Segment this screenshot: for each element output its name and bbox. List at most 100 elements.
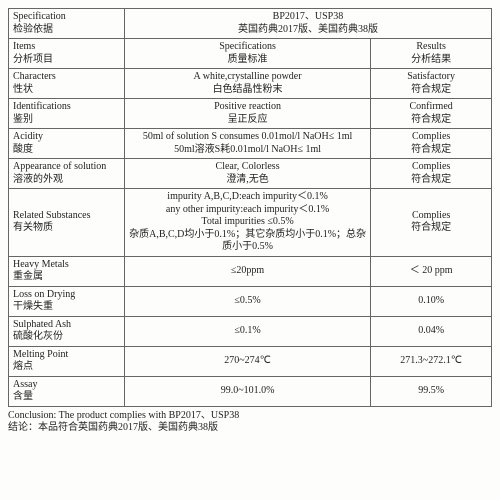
specification-cell: Positive reaction呈正反应 [124, 99, 370, 129]
specification-line: 50ml of solution S consumes 0.01mol/l Na… [129, 131, 366, 144]
specification-line: ≤0.1% [129, 325, 366, 338]
item-label-en: Characters [13, 71, 120, 84]
specification-cell: Specifications质量标准 [124, 39, 370, 69]
table-row: Acidity酸度 50ml of solution S consumes 0.0… [9, 129, 492, 159]
item-label-en: Identifications [13, 101, 120, 114]
specification-line: 杂质A,B,C,D均小于0.1%；其它杂质均小于0.1%；总杂质小于0.5% [129, 229, 366, 254]
result-line: Results [375, 41, 487, 54]
table-row: Loss on Drying干燥失重 ≤0.5% 0.10% [9, 286, 492, 316]
item-label-cell: Items分析项目 [9, 39, 125, 69]
specification-cell: Clear, Colorless澄清,无色 [124, 159, 370, 189]
specification-line: impurity A,B,C,D:each impurity＜0.1% [129, 191, 366, 204]
table-row: Items分析项目Specifications质量标准Results分析结果 [9, 39, 492, 69]
specification-cell: ≤0.5% [124, 286, 370, 316]
specification-cell: 99.0~101.0% [124, 376, 370, 406]
item-label-cell: Characters性状 [9, 69, 125, 99]
specification-cell: 270~274℃ [124, 346, 370, 376]
result-cell: ＜ 20 ppm [371, 256, 492, 286]
item-label-cn: 有关物质 [13, 222, 120, 235]
item-label-en: Melting Point [13, 349, 120, 362]
item-label-cell: Sulphated Ash硫酸化灰份 [9, 316, 125, 346]
table-row: Characters性状A white,crystalline powder白色… [9, 69, 492, 99]
item-label-cn: 硫酸化灰份 [13, 331, 120, 344]
table-row: Sulphated Ash硫酸化灰份 ≤0.1% 0.04% [9, 316, 492, 346]
specification-line: 白色结晶性粉末 [129, 84, 366, 97]
specification-line: BP2017、USP38 [129, 11, 487, 24]
item-label-cell: Melting Point熔点 [9, 346, 125, 376]
item-label-en: Sulphated Ash [13, 319, 120, 332]
specification-line: ≤0.5% [129, 295, 366, 308]
specification-line: A white,crystalline powder [129, 71, 366, 84]
specification-line: 99.0~101.0% [129, 385, 366, 398]
result-cell: Results分析结果 [371, 39, 492, 69]
result-line: Complies [375, 161, 487, 174]
result-line: 符合规定 [375, 174, 487, 187]
specification-line: 澄清,无色 [129, 174, 366, 187]
table-row: Assay含量 99.0~101.0% 99.5% [9, 376, 492, 406]
specification-cell: A white,crystalline powder白色结晶性粉末 [124, 69, 370, 99]
conclusion-cn: 结论：本品符合英国药典2017版、美国药典38版 [8, 422, 492, 435]
result-line: 符合规定 [375, 222, 487, 235]
item-label-cell: Specification检验依据 [9, 9, 125, 39]
item-label-cn: 干燥失重 [13, 301, 120, 314]
item-label-cell: Related Substances有关物质 [9, 189, 125, 257]
specification-line: 质量标准 [129, 54, 366, 67]
specification-line: ≤20ppm [129, 265, 366, 278]
result-cell: Confirmed符合规定 [371, 99, 492, 129]
specification-line: Clear, Colorless [129, 161, 366, 174]
result-line: 99.5% [375, 385, 487, 398]
result-line: Satisfactory [375, 71, 487, 84]
item-label-cn: 鉴别 [13, 114, 120, 127]
specification-cell: ≤20ppm [124, 256, 370, 286]
result-cell: 99.5% [371, 376, 492, 406]
item-label-cn: 酸度 [13, 144, 120, 157]
table-row: Appearance of solution溶液的外观Clear, Colorl… [9, 159, 492, 189]
item-label-cn: 检验依据 [13, 24, 120, 37]
result-line: 符合规定 [375, 114, 487, 127]
item-label-en: Related Substances [13, 210, 120, 223]
item-label-en: Loss on Drying [13, 289, 120, 302]
result-line: 271.3~272.1℃ [375, 355, 487, 368]
item-label-en: Heavy Metals [13, 259, 120, 272]
result-line: Complies [375, 210, 487, 223]
table-row: Related Substances有关物质impurity A,B,C,D:e… [9, 189, 492, 257]
specification-line: any other impurity:each impurity＜0.1% [129, 204, 366, 217]
specification-line: Positive reaction [129, 101, 366, 114]
item-label-cell: Loss on Drying干燥失重 [9, 286, 125, 316]
result-cell: Satisfactory符合规定 [371, 69, 492, 99]
specification-cell: ≤0.1% [124, 316, 370, 346]
specification-line: Specifications [129, 41, 366, 54]
specification-cell: BP2017、USP38英国药典2017版、美国药典38版 [124, 9, 491, 39]
item-label-en: Items [13, 41, 120, 54]
item-label-cn: 溶液的外观 [13, 174, 120, 187]
result-cell: 0.04% [371, 316, 492, 346]
item-label-cn: 分析项目 [13, 54, 120, 67]
specification-line: 270~274℃ [129, 355, 366, 368]
table-row: Heavy Metals重金属 ≤20ppm ＜ 20 ppm [9, 256, 492, 286]
table-row: Melting Point熔点 270~274℃ 271.3~272.1℃ [9, 346, 492, 376]
result-line: ＜ 20 ppm [375, 265, 487, 278]
result-line: 符合规定 [375, 84, 487, 97]
result-line: 0.10% [375, 295, 487, 308]
item-label-cn: 熔点 [13, 361, 120, 374]
specification-cell: impurity A,B,C,D:each impurity＜0.1%any o… [124, 189, 370, 257]
item-label-en: Assay [13, 379, 120, 392]
result-line: 符合规定 [375, 144, 487, 157]
result-cell: 271.3~272.1℃ [371, 346, 492, 376]
item-label-en: Acidity [13, 131, 120, 144]
item-label-cn: 性状 [13, 84, 120, 97]
item-label-cell: Appearance of solution溶液的外观 [9, 159, 125, 189]
specification-line: 呈正反应 [129, 114, 366, 127]
specification-table: Specification检验依据BP2017、USP38英国药典2017版、美… [8, 8, 492, 407]
item-label-en: Specification [13, 11, 120, 24]
item-label-en: Appearance of solution [13, 161, 120, 174]
item-label-cn: 含量 [13, 391, 120, 404]
item-label-cell: Identifications鉴别 [9, 99, 125, 129]
result-cell: 0.10% [371, 286, 492, 316]
conclusion-en: Conclusion: The product complies with BP… [8, 410, 492, 423]
item-label-cell: Assay含量 [9, 376, 125, 406]
conclusion-block: Conclusion: The product complies with BP… [8, 410, 492, 435]
item-label-cell: Heavy Metals重金属 [9, 256, 125, 286]
item-label-cn: 重金属 [13, 271, 120, 284]
result-line: 0.04% [375, 325, 487, 338]
